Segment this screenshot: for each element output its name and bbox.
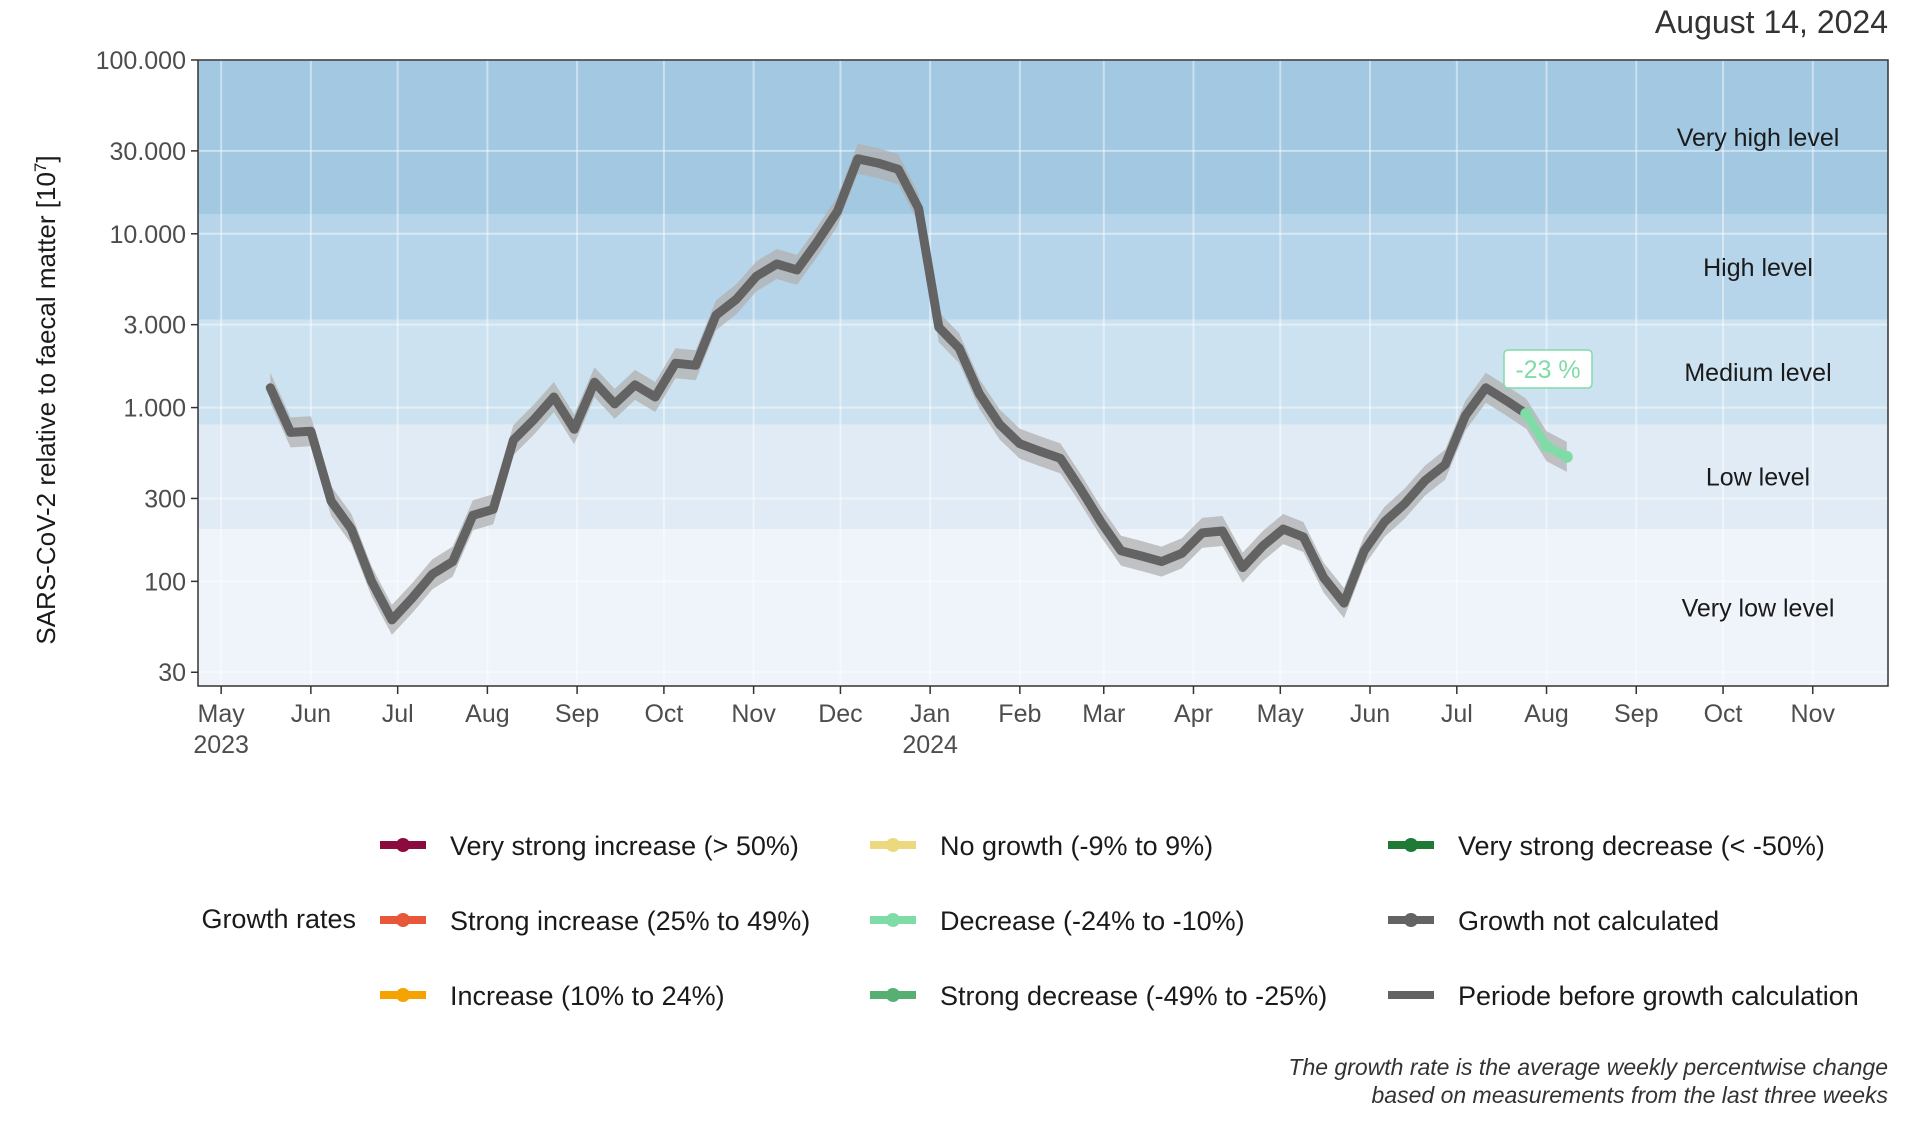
growth-annotation-box [1503,349,1593,389]
level-bands [198,60,1888,686]
x-tick-label: Nov [731,700,776,728]
level-band [198,319,1888,425]
x-tick-label: May [198,700,246,728]
y-tick-label: 300 [144,485,186,513]
x-tick-year-label: 2024 [902,731,958,759]
y-tick-label: 30.000 [110,138,186,166]
legend-key-dot [396,838,410,852]
note-line-2: based on measurements from the last thre… [1372,1082,1889,1108]
gridlines [198,59,1888,686]
series-point [1520,407,1533,420]
y-tick-label: 100 [144,568,186,596]
growth-annotation: -23 % [1515,356,1580,384]
level-band [198,213,1888,320]
level-label: Very high level [1677,124,1840,152]
level-labels: Very low level Low level Medium level High … [1677,124,1840,623]
legend-label: Strong decrease (-49% to -25%) [940,981,1327,1011]
legend-key-dot [1404,913,1418,927]
level-label: High level [1703,254,1813,282]
legend-label: Increase (10% to 24%) [450,981,725,1011]
level-band [198,60,1888,214]
x-tick-label: Jun [1350,700,1390,728]
x-tick-label: Jul [382,700,414,728]
x-tick-label: May [1257,700,1305,728]
series-point [1540,440,1553,453]
legend-label: Very strong decrease (< -50%) [1458,831,1825,861]
legend-key-dot [886,988,900,1002]
x-tick-label: Jun [291,700,331,728]
legend-title: Growth rates [201,904,356,934]
x-tick-label: Mar [1082,700,1125,728]
annotations: -23 % [1503,349,1593,389]
legend-key-dot [886,838,900,852]
x-tick-label: Dec [818,700,862,728]
level-label: Very low level [1682,595,1835,623]
legend-key-dot [886,913,900,927]
x-tick-label: Aug [465,700,509,728]
legend-label: Growth not calculated [1458,906,1719,936]
legend-label: Strong increase (25% to 49%) [450,906,810,936]
x-tick-label: Feb [998,700,1041,728]
y-tick-label: 30 [158,659,186,687]
y-tick-label: 1.000 [123,395,186,423]
series-point [1560,450,1573,463]
x-tick-label: Sep [555,700,599,728]
x-tick-label: Oct [644,700,683,728]
x-tick-label: Jul [1441,700,1473,728]
level-label: Medium level [1684,359,1831,387]
axes: 30 100 300 1.000 3.000 10.000 30.000 100.000 May… [96,47,1889,759]
series-line [265,154,1531,625]
y-tick-label: 10.000 [110,221,186,249]
plot-border [197,59,1889,687]
x-tick-label: Nov [1791,700,1836,728]
legend-key-dot [396,913,410,927]
x-tick-label: Sep [1614,700,1658,728]
legend-label: Very strong increase (> 50%) [450,831,799,861]
legend-label: Decrease (-24% to -10%) [940,906,1245,936]
level-band [198,529,1888,686]
level-label: Low level [1706,464,1810,492]
x-tick-label: Oct [1704,700,1743,728]
legend: Growth rates Very strong increase (> 50%… [201,831,1858,1011]
y-axis-label: SARS-CoV-2 relative to faecal matter [10… [31,155,62,644]
legend-key-dot [1404,838,1418,852]
legend-key-dot [396,988,410,1002]
x-tick-label: Aug [1524,700,1568,728]
y-tick-label: 100.000 [96,47,186,75]
note-line-1: The growth rate is the average weekly pe… [1288,1054,1888,1080]
legend-label: Periode before growth calculation [1458,981,1859,1011]
legend-label: No growth (-9% to 9%) [940,831,1213,861]
series-lines [265,154,1573,625]
y-tick-label: 3.000 [123,312,186,340]
x-tick-label: Jan [910,700,950,728]
report-date: August 14, 2024 [1655,4,1888,40]
x-tick-label: Apr [1174,700,1213,728]
x-tick-year-label: 2023 [193,731,249,759]
